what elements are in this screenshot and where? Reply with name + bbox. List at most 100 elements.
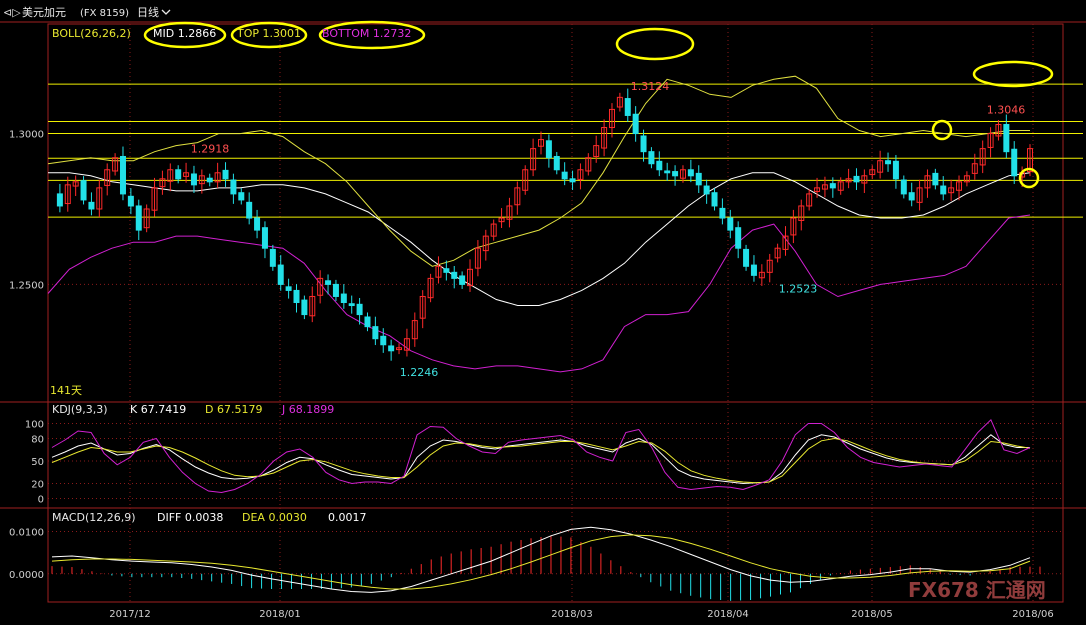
candle-up — [411, 320, 418, 340]
kdj-j-value: J 68.1899 — [281, 403, 334, 416]
kdj-indicator-name[interactable]: KDJ(9,3,3) — [52, 403, 108, 416]
highlight-ellipse — [143, 21, 227, 49]
candle-up — [577, 169, 584, 180]
price-annotation: 1.3046 — [987, 104, 1026, 117]
candle-down — [356, 303, 363, 316]
watermark: FX678 汇通网 — [908, 578, 1046, 602]
candle-up — [167, 169, 174, 182]
y-tick-label: 1.2500 — [9, 280, 44, 291]
candle-down — [687, 169, 694, 177]
candle-up — [498, 217, 505, 223]
y-tick-label: 80 — [31, 435, 44, 446]
candle-up — [198, 175, 205, 185]
macd-indicator-name[interactable]: MACD(12,26,9) — [52, 511, 136, 524]
candle-down — [230, 179, 237, 195]
instrument-name: 美元加元 — [22, 6, 66, 19]
candle-down — [340, 293, 347, 304]
candle-down — [332, 283, 339, 297]
candle-up — [104, 169, 111, 186]
highlight-ellipse — [318, 20, 426, 50]
candle-down — [56, 193, 63, 207]
candle-down — [222, 169, 229, 180]
candle-up — [467, 268, 474, 287]
candle-down — [325, 280, 332, 285]
candle-up — [987, 133, 994, 148]
candle-down — [451, 271, 458, 279]
candle-up — [403, 338, 410, 351]
candle-down — [640, 135, 647, 153]
x-tick-label: 2018/03 — [551, 609, 593, 620]
candle-up — [608, 108, 615, 129]
price-annotation: 1.3124 — [631, 80, 670, 93]
x-tick-label: 2018/06 — [1012, 609, 1054, 620]
candle-up — [522, 169, 529, 191]
candle-up — [869, 169, 876, 176]
candle-up — [861, 175, 868, 184]
candle-down — [750, 264, 757, 276]
candle-down — [293, 289, 300, 304]
candle-down — [553, 155, 560, 171]
candlesticks — [56, 88, 1033, 361]
candle-up — [112, 157, 119, 172]
candle-down — [892, 160, 899, 180]
kdj-j-line — [51, 418, 1031, 494]
candle-up — [845, 178, 852, 183]
candle-up — [616, 96, 623, 108]
candle-up — [798, 205, 805, 221]
candle-down — [459, 275, 466, 285]
candle-down — [672, 171, 679, 177]
candle-up — [159, 178, 166, 188]
candle-up — [96, 187, 103, 210]
y-tick-label: 20 — [31, 480, 44, 491]
candle-down — [380, 335, 387, 346]
candle-down — [569, 178, 576, 183]
candle-down — [88, 201, 95, 210]
candle-down — [656, 160, 663, 171]
candle-up — [506, 205, 513, 220]
candle-down — [743, 248, 750, 267]
candle-down — [175, 169, 182, 180]
candle-down — [703, 185, 710, 195]
macd-dea-value: DEA 0.0030 — [242, 511, 307, 524]
candle-up — [877, 160, 884, 173]
macd-value: 0.0017 — [328, 511, 367, 524]
candle-down — [664, 170, 671, 174]
candle-down — [695, 172, 702, 186]
highlight-circle — [1018, 167, 1040, 189]
candle-down — [277, 264, 284, 285]
candle-up — [679, 169, 686, 179]
candle-up — [782, 235, 789, 250]
boll-mid-line — [48, 172, 1031, 306]
candle-up — [214, 172, 221, 183]
candle-up — [482, 235, 489, 252]
nav-arrows-icon[interactable]: ⊲▷ — [3, 6, 21, 19]
candle-up — [601, 127, 608, 149]
candle-up — [143, 208, 150, 229]
candle-up — [956, 181, 963, 191]
candle-up — [593, 145, 600, 157]
candle-down — [648, 151, 655, 165]
candle-down — [261, 227, 268, 249]
boll-indicator-name[interactable]: BOLL(26,26,2) — [52, 27, 131, 40]
price-annotation: 1.2246 — [400, 366, 439, 379]
price-annotation: 1.2523 — [779, 282, 818, 295]
y-tick-label: 0.0100 — [9, 528, 44, 539]
chevron-down-icon[interactable] — [161, 9, 171, 15]
period-selector[interactable]: 日线 — [137, 5, 159, 19]
y-tick-label: 50 — [31, 457, 44, 468]
candle-down — [908, 192, 915, 201]
y-tick-label: 0.0000 — [9, 570, 44, 581]
candle-up — [151, 187, 158, 211]
y-tick-label: 0 — [38, 495, 44, 506]
candle-up — [474, 247, 481, 269]
highlight-ellipse — [615, 27, 695, 61]
panel-border — [47, 23, 1064, 603]
candle-down — [388, 345, 395, 352]
candle-up — [538, 139, 544, 147]
price-annotation: 1.2918 — [191, 142, 230, 155]
x-tick-label: 2018/05 — [851, 609, 893, 620]
candle-down — [80, 180, 87, 201]
candle-up — [948, 187, 955, 194]
candle-up — [971, 163, 978, 174]
highlight-circle — [931, 119, 953, 141]
